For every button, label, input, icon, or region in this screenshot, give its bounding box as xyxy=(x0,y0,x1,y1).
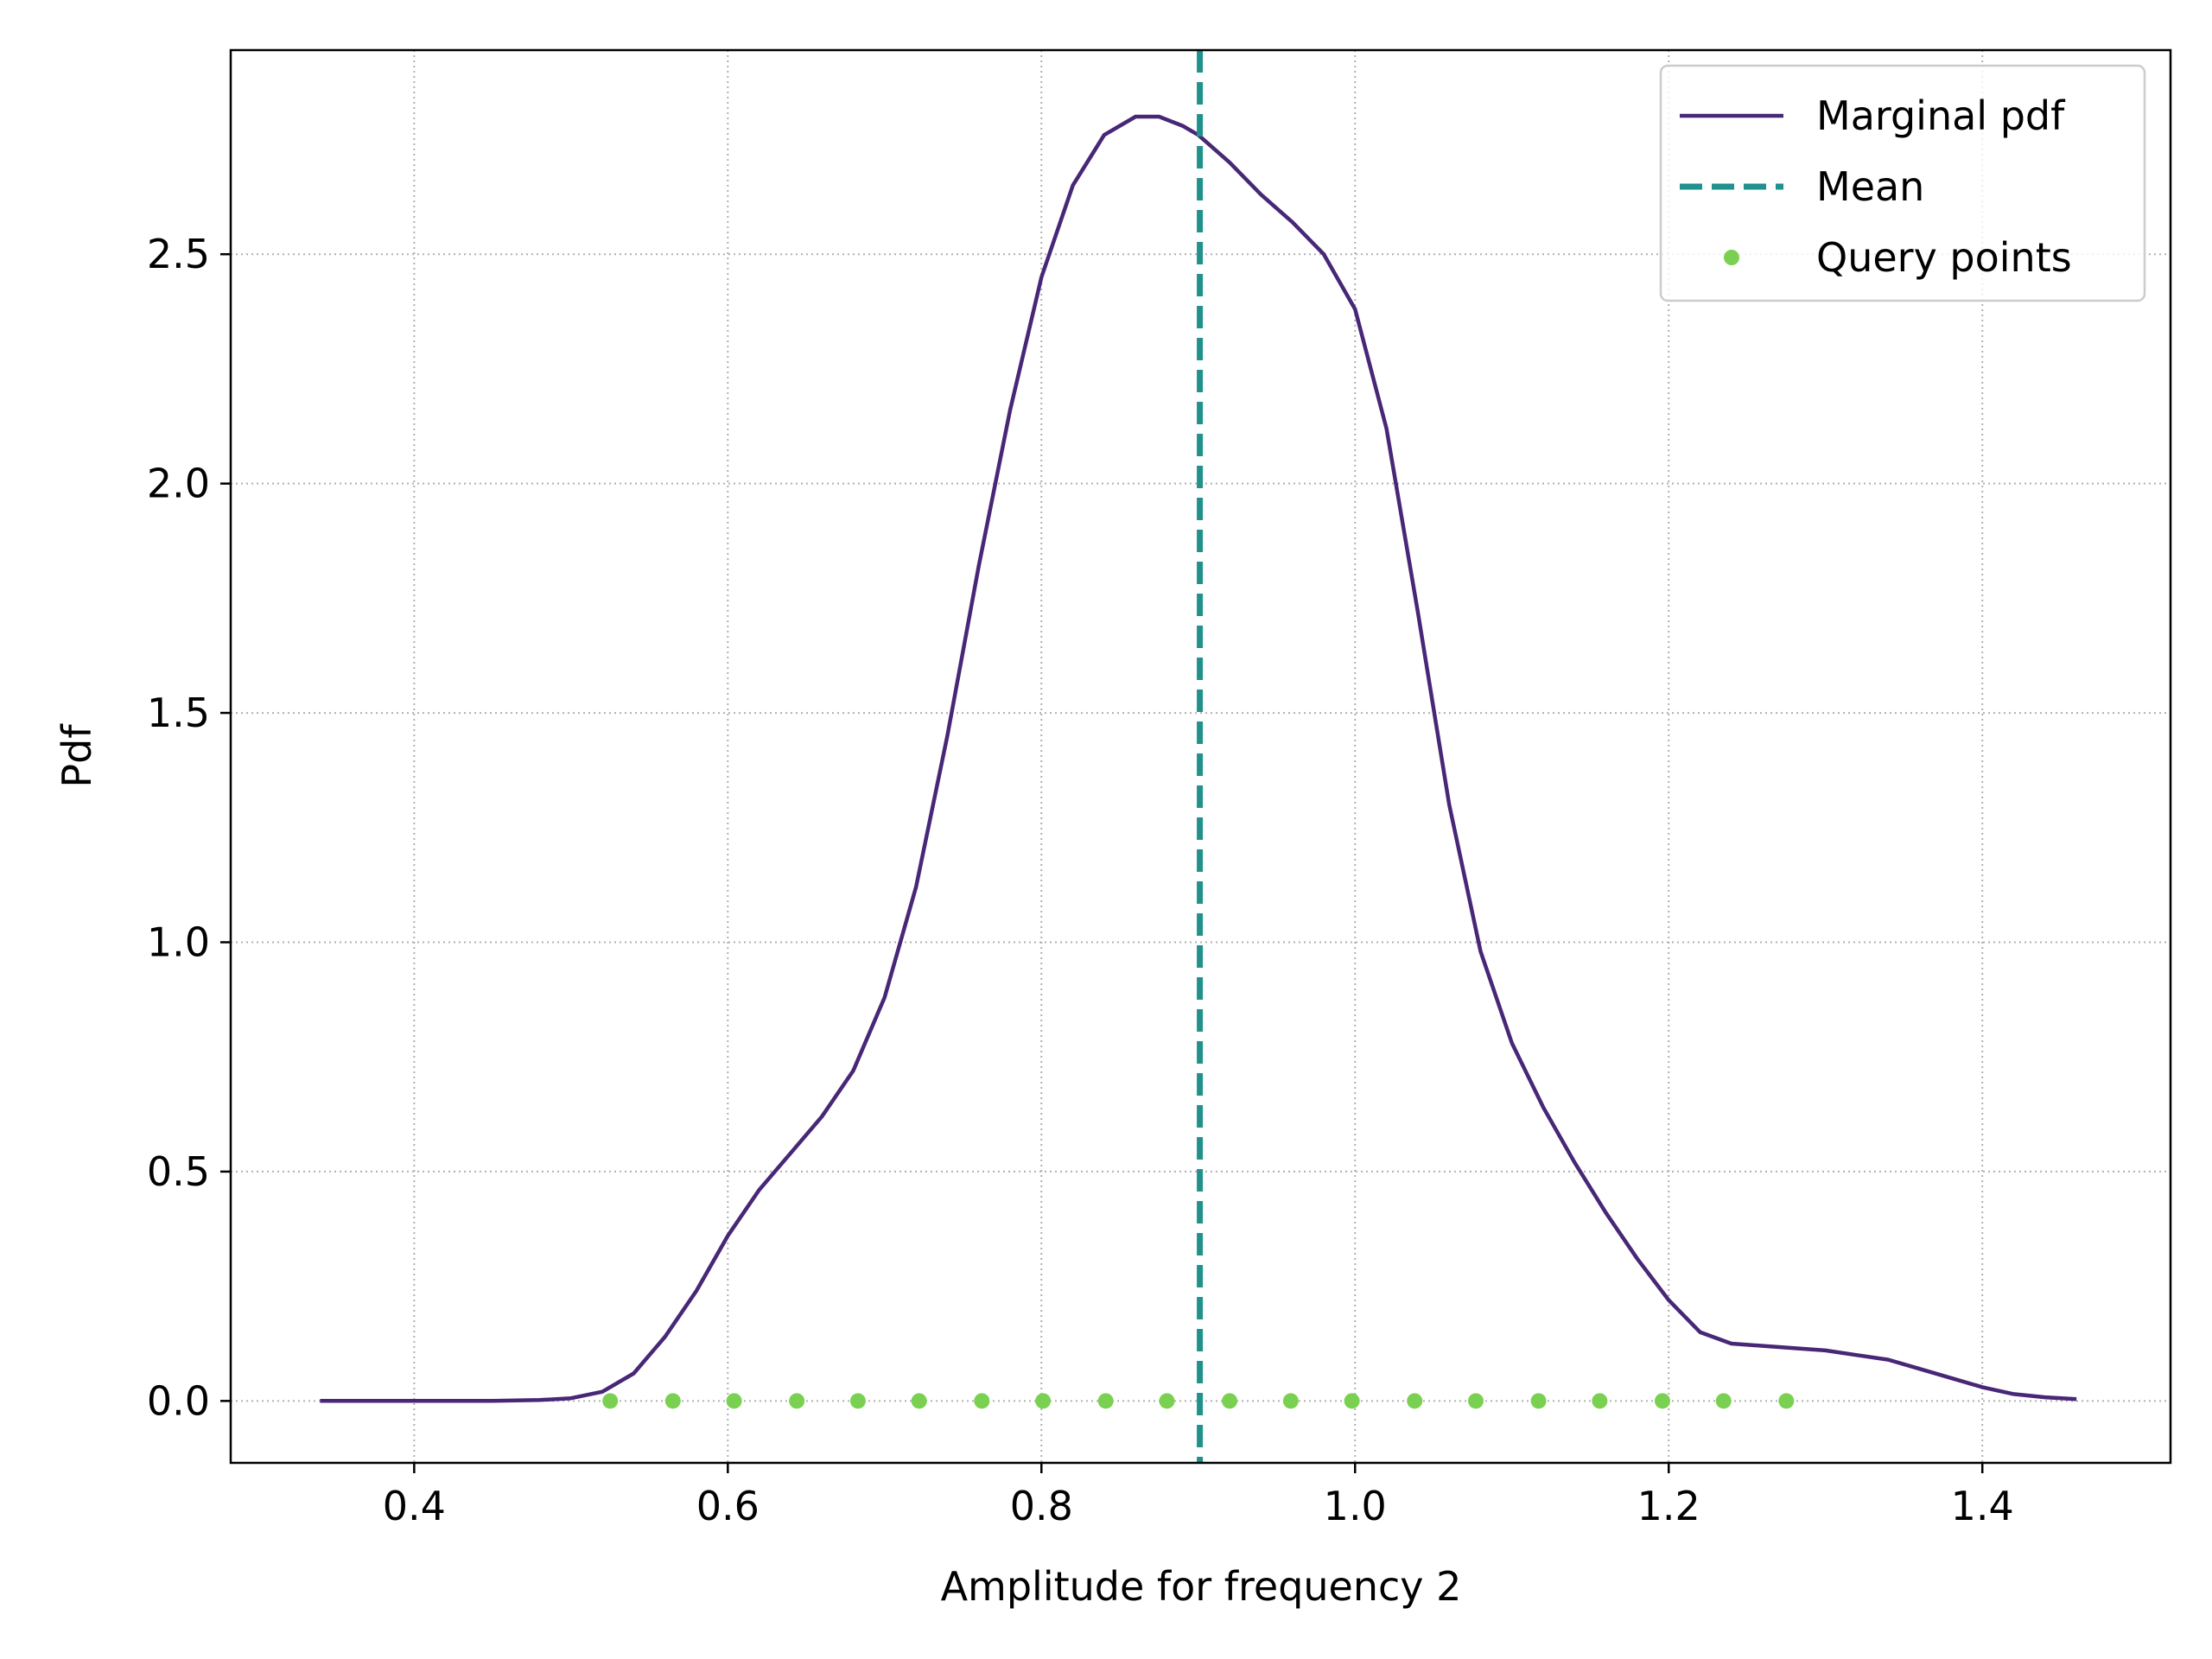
legend-label-marginal-pdf: Marginal pdf xyxy=(1816,92,2066,139)
query-point xyxy=(849,1393,866,1409)
query-point xyxy=(1715,1393,1732,1409)
x-axis-label: Amplitude for frequency 2 xyxy=(941,1563,1462,1610)
query-points xyxy=(602,1393,1795,1409)
y-tick-label: 1.0 xyxy=(147,918,210,965)
x-tick-label: 1.4 xyxy=(1951,1483,2014,1529)
query-point xyxy=(1530,1393,1547,1409)
y-axis-label: Pdf xyxy=(54,723,100,788)
query-point xyxy=(1035,1393,1052,1409)
y-tick-label: 2.5 xyxy=(147,231,210,277)
query-point xyxy=(1654,1393,1670,1409)
legend-swatch-query-points xyxy=(1724,250,1739,265)
query-point xyxy=(1159,1393,1175,1409)
y-tick-label: 1.5 xyxy=(147,690,210,736)
x-tick-label: 1.0 xyxy=(1324,1483,1387,1529)
y-tick-label: 0.0 xyxy=(147,1377,210,1424)
x-tick-label: 0.6 xyxy=(696,1483,760,1529)
legend-box xyxy=(1659,64,2146,302)
y-tick-label: 2.0 xyxy=(147,461,210,507)
query-point xyxy=(602,1393,619,1409)
plot-area xyxy=(320,50,2077,1463)
query-point xyxy=(1407,1393,1423,1409)
query-point xyxy=(1222,1393,1238,1409)
query-point xyxy=(1778,1393,1795,1409)
marginal-pdf-line xyxy=(320,114,2077,1403)
legend: Marginal pdf Mean Query points xyxy=(1659,64,2146,302)
y-axis-ticks: 0.0 0.5 1.0 1.5 2.0 2.5 xyxy=(147,231,231,1424)
legend-label-query-points: Query points xyxy=(1816,234,2072,281)
query-point xyxy=(1468,1393,1484,1409)
x-tick-label: 0.8 xyxy=(1010,1483,1073,1529)
query-point xyxy=(1344,1393,1360,1409)
legend-label-mean: Mean xyxy=(1816,163,1924,210)
axes-frame xyxy=(229,48,2172,1465)
x-tick-label: 1.2 xyxy=(1637,1483,1700,1529)
x-tick-label: 0.4 xyxy=(383,1483,446,1529)
query-point xyxy=(726,1393,742,1409)
query-point xyxy=(974,1393,990,1409)
query-point xyxy=(1592,1393,1608,1409)
query-point xyxy=(664,1393,681,1409)
query-point xyxy=(1282,1393,1299,1409)
x-axis-ticks: 0.4 0.6 0.8 1.0 1.2 1.4 xyxy=(383,1463,2014,1529)
query-point xyxy=(789,1393,805,1409)
y-tick-label: 0.5 xyxy=(147,1148,210,1195)
query-point xyxy=(1097,1393,1114,1409)
query-point xyxy=(911,1393,927,1409)
